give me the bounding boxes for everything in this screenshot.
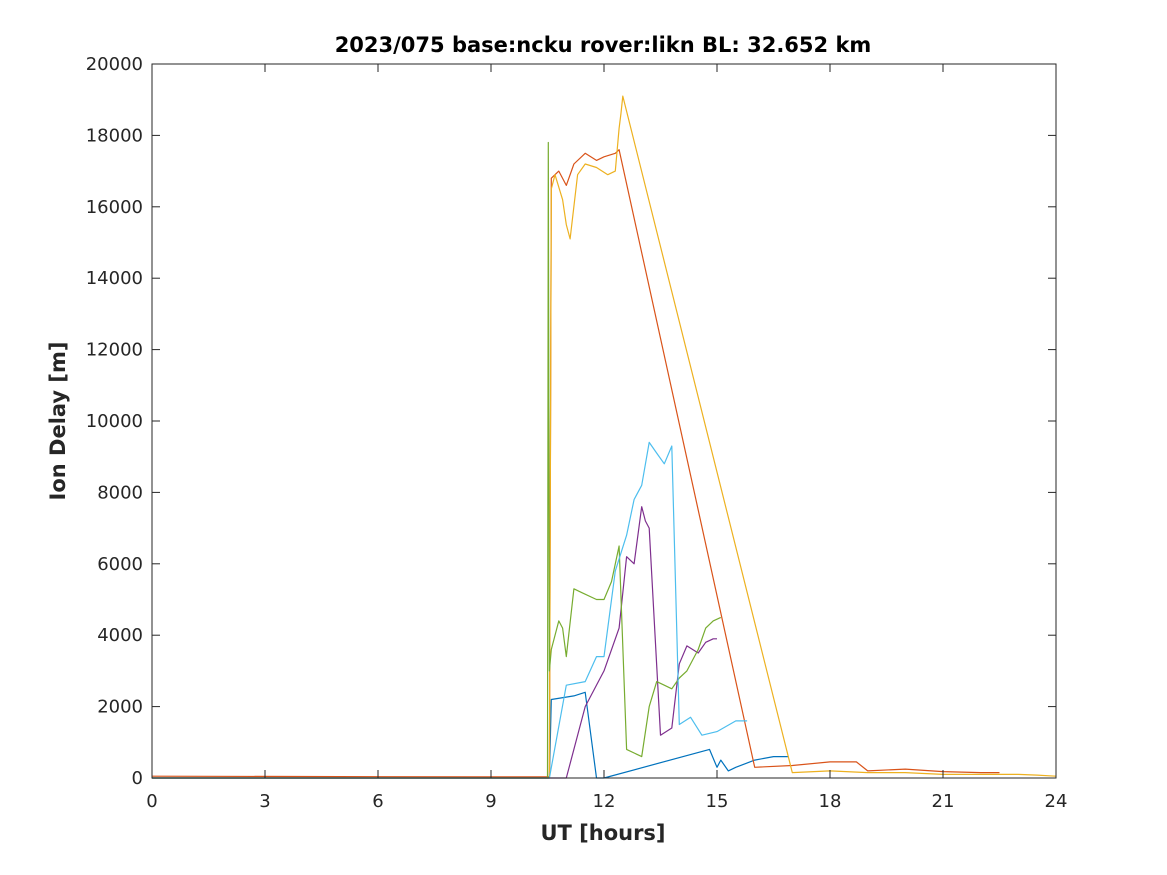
series-line-6	[152, 441, 748, 779]
y-tick-label: 6000	[97, 554, 143, 575]
y-tick-label: 0	[132, 768, 143, 789]
x-tick-label: 18	[819, 791, 842, 812]
y-tick-label: 8000	[97, 482, 143, 503]
y-tick-label: 4000	[97, 625, 143, 646]
y-axis: 0 2000 4000 6000 8000 10000 12000 14000 16000 180…	[86, 54, 1056, 789]
y-tick-label: 18000	[86, 125, 143, 146]
y-axis-title: Ion Delay [m]	[46, 342, 70, 501]
x-tick-label: 15	[706, 791, 729, 812]
x-tick-label: 3	[259, 791, 270, 812]
x-tick-label: 21	[932, 791, 955, 812]
y-tick-label: 10000	[86, 411, 143, 432]
chart-title: 2023/075 base:ncku rover:likn BL: 32.652…	[335, 33, 872, 57]
y-tick-label: 12000	[86, 340, 143, 361]
x-tick-label: 6	[372, 791, 383, 812]
x-tick-label: 24	[1045, 791, 1068, 812]
x-tick-label: 9	[485, 791, 496, 812]
x-axis-title: UT [hours]	[540, 821, 665, 845]
series-line-2	[151, 149, 1000, 778]
plot-area	[152, 64, 1056, 778]
x-tick-label: 12	[593, 791, 616, 812]
y-tick-label: 14000	[86, 268, 143, 289]
x-axis: 0 3 6 9 12 15 18 21 24	[146, 64, 1067, 812]
series-line-5	[152, 141, 722, 779]
y-tick-label: 2000	[97, 697, 143, 718]
x-tick-label: 0	[146, 791, 157, 812]
y-tick-label: 16000	[86, 197, 143, 218]
y-tick-label: 20000	[86, 54, 143, 75]
